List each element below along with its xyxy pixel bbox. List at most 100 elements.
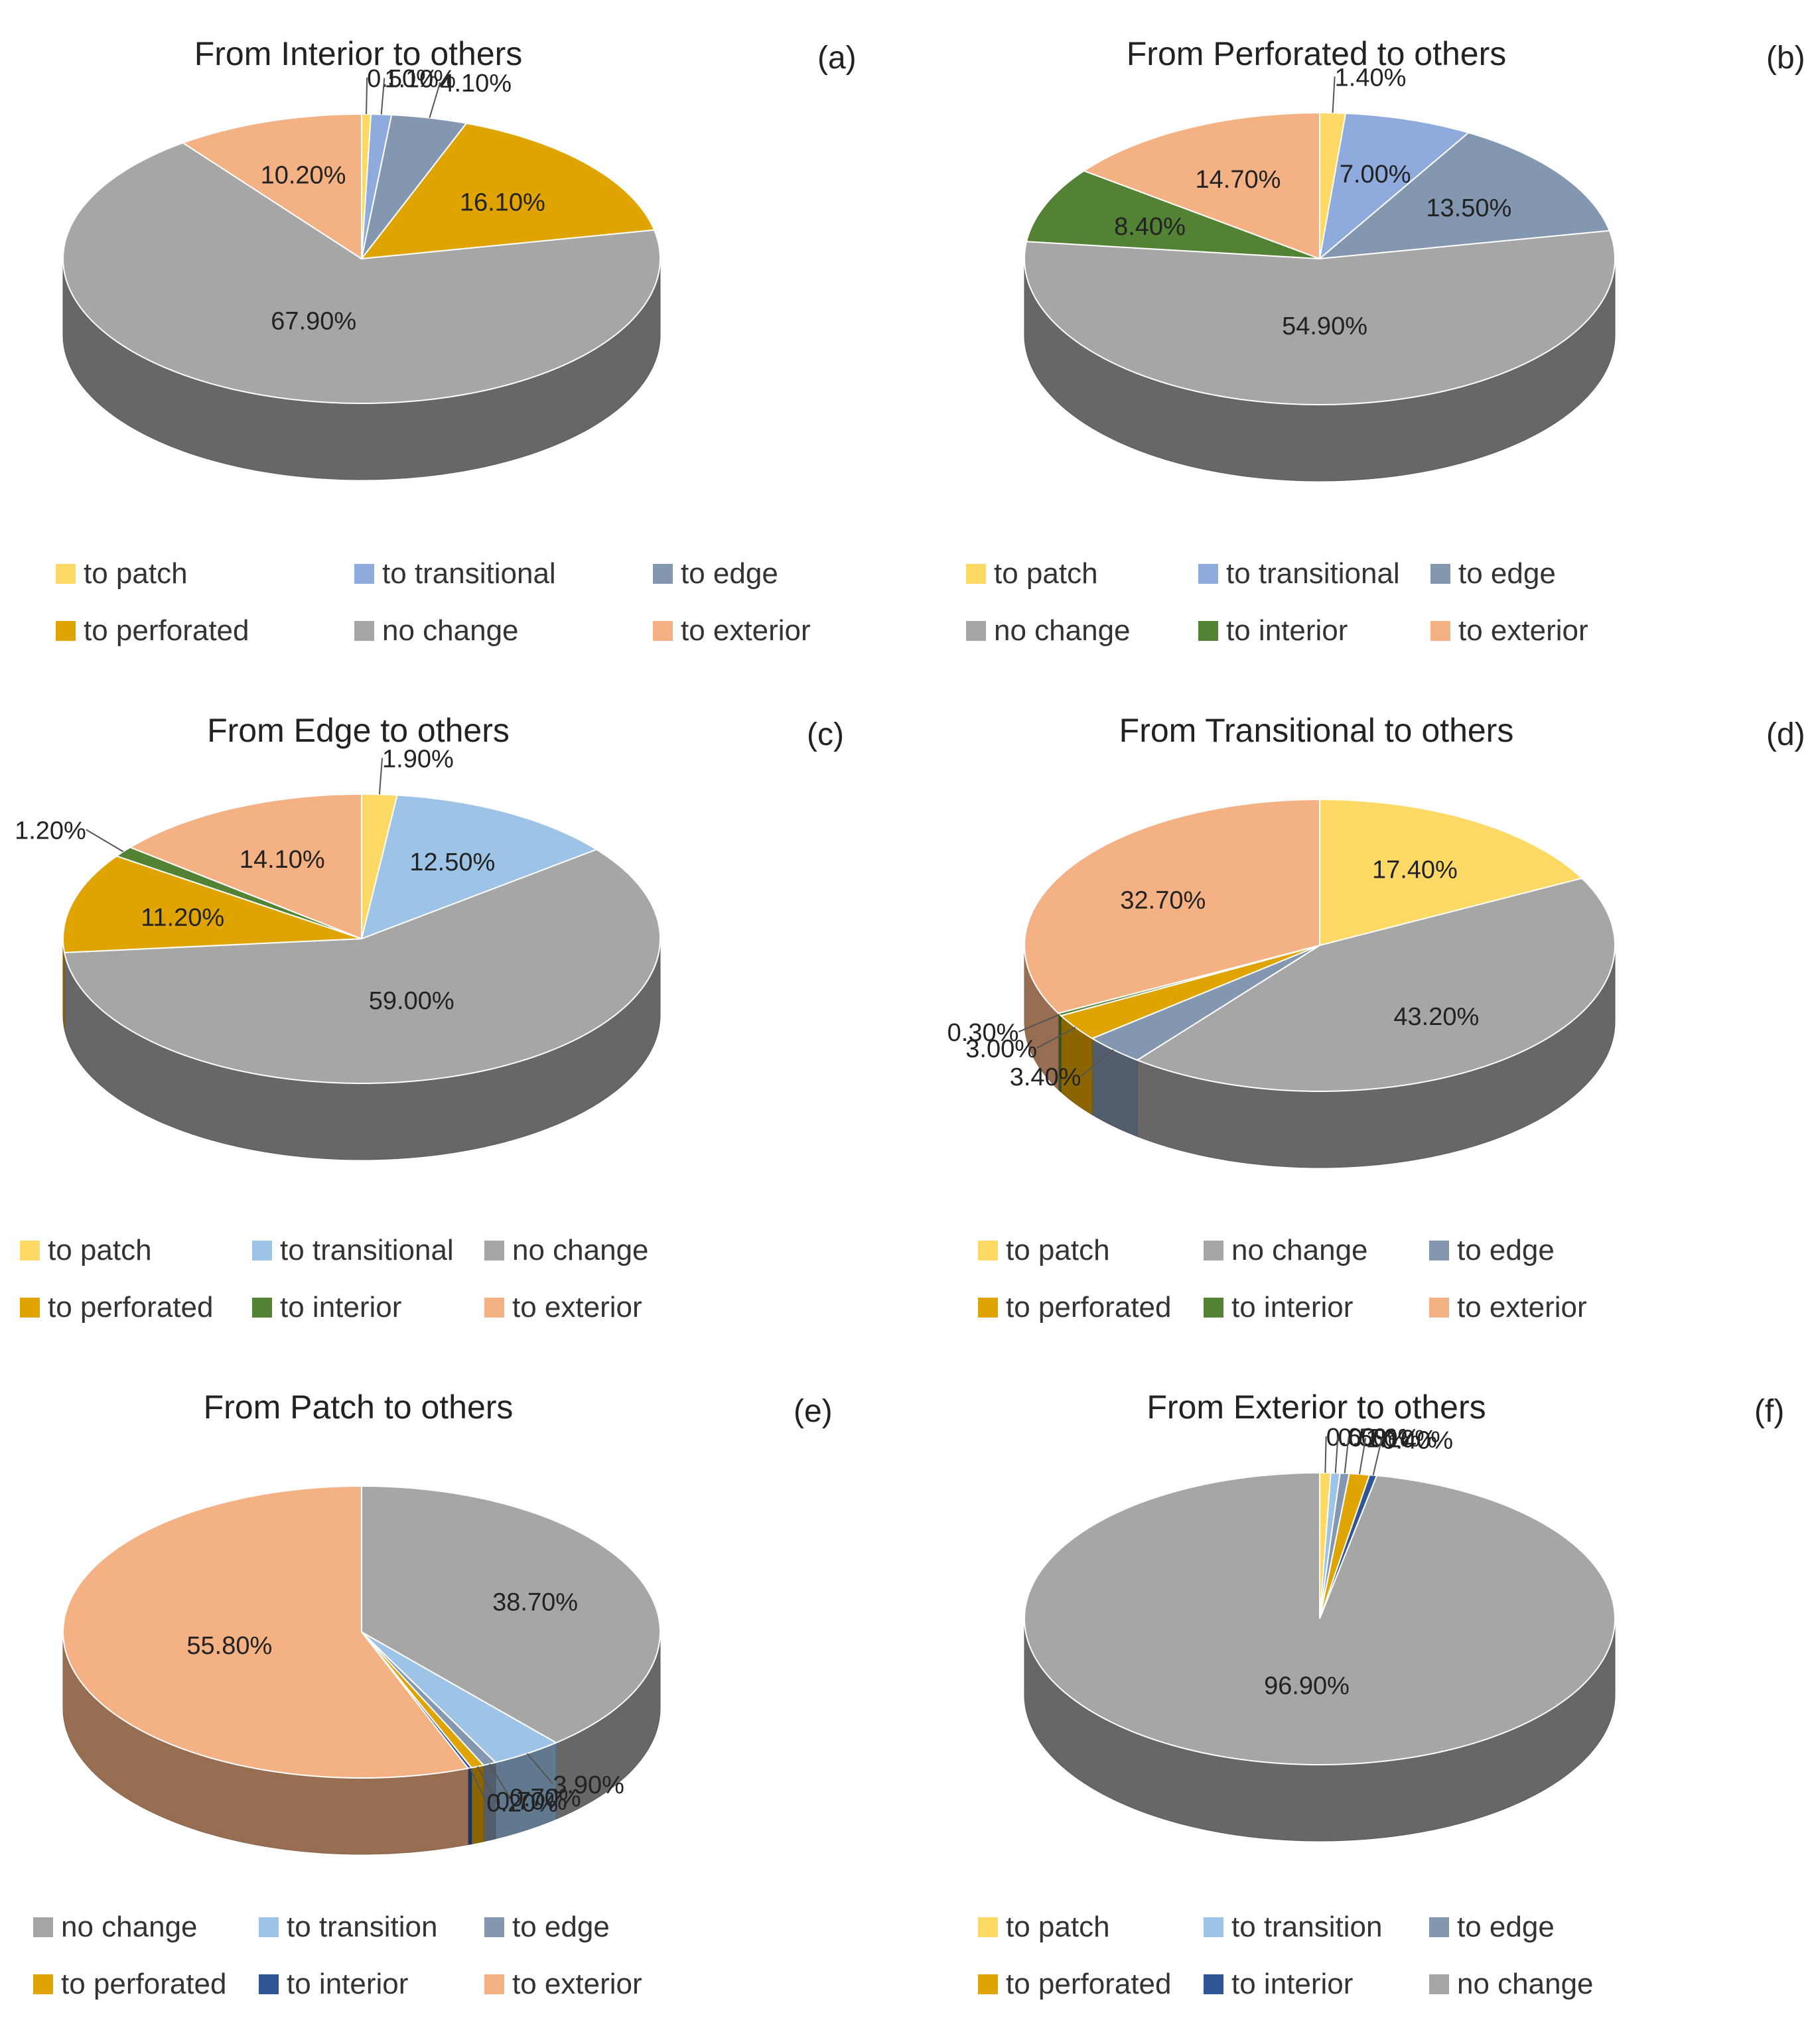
legend-swatch: [978, 1974, 998, 1994]
legend-swatch: [252, 1298, 272, 1318]
legend-item-to-perforated: to perforated: [56, 614, 249, 647]
data-label-to-transitional: 1.10%: [384, 66, 456, 94]
legend-swatch: [1204, 1298, 1223, 1318]
legend-item-no-change: no change: [1429, 1968, 1594, 2001]
data-label-to-exterior: 10.20%: [261, 162, 346, 190]
data-label-to-interior: 0.40%: [1381, 1427, 1453, 1455]
data-label-to-patch: 0.50%: [367, 65, 439, 93]
pie-slice-to-perforated: [62, 855, 362, 953]
legend-swatch: [1429, 1241, 1449, 1260]
legend-item-to-patch: to patch: [966, 557, 1098, 590]
legend-item-no-change: no change: [1204, 1234, 1368, 1267]
data-label-to-perforated: 11.20%: [141, 904, 224, 932]
data-label-no-change: 96.90%: [1264, 1672, 1350, 1700]
pie-slice-no-change: [1023, 1471, 1616, 1765]
data-label-to-perforated: 16.10%: [460, 188, 545, 216]
legend: no change to transition to edge to perforat…: [33, 1911, 896, 2030]
leader-line-to-interior: [1018, 1014, 1060, 1033]
legend-swatch: [1204, 1241, 1223, 1260]
chart-title: From Perforated to others: [1126, 35, 1507, 72]
legend-item-to-interior: to interior: [259, 1968, 408, 2001]
legend-swatch: [1204, 1917, 1223, 1937]
legend-label: to edge: [1458, 557, 1556, 590]
legend-item-to-perforated: to perforated: [978, 1968, 1172, 2001]
data-label-to-edge: 4.10%: [440, 70, 512, 98]
legend-label: to interior: [1231, 1968, 1354, 2000]
legend-label: to exterior: [681, 614, 811, 647]
legend-swatch: [56, 621, 76, 641]
pie-chart-patch: 38.70% 3.90%0.70%0.70%0.20% 55.80%: [62, 1485, 661, 1855]
legend-label: no change: [512, 1234, 649, 1266]
legend-swatch: [259, 1917, 279, 1937]
legend-swatch: [966, 621, 986, 641]
legend: to patch to transitional no change to perfo…: [20, 1234, 882, 1353]
pie-slice-to-exterior: [1082, 111, 1320, 260]
pie-chart-transitional: 17.40% 43.20% 3.40%3.00%0.30% 32.70%: [947, 798, 1616, 1168]
pie-slice-to-exterior: [128, 793, 362, 940]
data-label-to-edge: 13.50%: [1426, 194, 1511, 222]
pie-slice-to-perforated: [1059, 945, 1320, 1040]
legend-swatch: [484, 1974, 504, 1994]
pie-slice-no-change: [1135, 877, 1616, 1092]
leader-line-to-patch: [366, 78, 368, 115]
legend-item-to-patch: to patch: [56, 557, 188, 590]
legend-item-to-patch: to patch: [978, 1234, 1110, 1267]
legend-item-no-change: no change: [354, 614, 519, 647]
legend-label: no change: [1457, 1968, 1594, 2000]
legend-swatch: [259, 1974, 279, 1994]
legend-swatch: [484, 1917, 504, 1937]
legend-item-to-transition: to transition: [1204, 1911, 1382, 1944]
legend-label: to interior: [1231, 1291, 1354, 1324]
leader-line-to-perforated: [1036, 1026, 1076, 1049]
legend-swatch: [20, 1298, 40, 1318]
legend-item-to-exterior: to exterior: [653, 614, 811, 647]
data-label-to-transition: 3.90%: [553, 1771, 624, 1799]
legend: to patch no change to edge to perforated to …: [978, 1234, 1810, 1353]
legend-item-to-interior: to interior: [1204, 1291, 1353, 1324]
panel-letter: (a): [817, 40, 857, 76]
data-label-to-exterior: 14.10%: [240, 846, 325, 874]
leader-line-to-transition: [526, 1753, 553, 1785]
legend-swatch: [1429, 1298, 1449, 1318]
legend-item-to-perforated: to perforated: [33, 1968, 227, 2001]
legend-swatch: [20, 1241, 40, 1260]
data-label-to-patch: 1.40%: [1335, 64, 1407, 92]
leader-line-to-patch: [1332, 76, 1336, 113]
pie-side-to-perforated: [471, 1765, 484, 1845]
legend-label: to perforated: [48, 1291, 214, 1324]
legend-item-to-transitional: to transitional: [354, 557, 556, 590]
data-label-no-change: 54.90%: [1282, 312, 1367, 340]
legend-item-no-change: no change: [484, 1234, 649, 1267]
pie-slice-no-change: [63, 849, 661, 1084]
legend-item-to-exterior: to exterior: [1430, 614, 1588, 647]
data-label-to-interior: 8.40%: [1114, 213, 1186, 241]
chart-panel-transitional: From Transitional to others (d) 17.40% 43…: [905, 677, 1810, 1353]
leader-line-to-patch: [1324, 1436, 1327, 1473]
leader-line-to-interior: [469, 1767, 488, 1803]
panel-letter: (f): [1754, 1394, 1785, 1429]
legend-item-to-edge: to edge: [1429, 1234, 1555, 1267]
legend-swatch: [354, 621, 374, 641]
legend-label: to perforated: [61, 1968, 227, 2000]
panel-letter: (d): [1766, 717, 1805, 752]
data-label-no-change: 67.90%: [271, 308, 356, 336]
legend-item-to-interior: to interior: [252, 1291, 401, 1324]
leader-line-to-perforated: [1358, 1438, 1367, 1475]
legend-item-to-transition: to transition: [259, 1911, 437, 1944]
legend-item-to-transitional: to transitional: [1198, 557, 1400, 590]
legend-label: to perforated: [1006, 1291, 1172, 1324]
leader-line-to-edge: [429, 82, 441, 119]
legend-item-to-edge: to edge: [1429, 1911, 1555, 1944]
legend-swatch: [33, 1917, 53, 1937]
legend-label: to transitional: [382, 557, 556, 590]
pie-slice-to-exterior: [181, 113, 362, 260]
leader-line-to-edge: [1344, 1436, 1350, 1473]
legend-label: to patch: [84, 557, 188, 590]
legend-item-to-interior: to interior: [1204, 1968, 1353, 2001]
legend-label: no change: [61, 1911, 198, 1943]
legend-label: to patch: [1006, 1234, 1110, 1266]
legend-swatch: [1430, 564, 1450, 584]
legend-swatch: [1198, 621, 1218, 641]
data-label-to-edge: 0.70%: [510, 1784, 581, 1812]
legend-label: to exterior: [1458, 614, 1588, 647]
